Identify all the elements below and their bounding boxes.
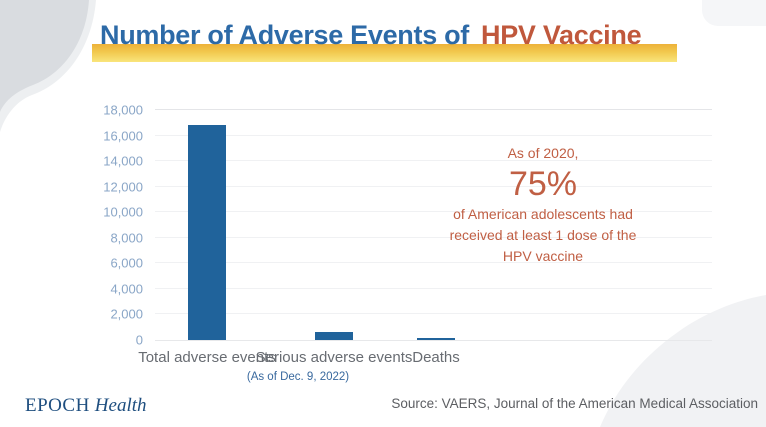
epoch-health-logo: EPOCH Health bbox=[25, 395, 147, 417]
logo-epoch-text: EPOCH bbox=[25, 395, 90, 416]
annotation-intro: As of 2020, bbox=[507, 145, 579, 161]
page-title: Number of Adverse Events of HPV Vaccine bbox=[100, 20, 642, 51]
gridline bbox=[155, 287, 712, 289]
y-axis-tick-label: 8,000 bbox=[110, 230, 143, 246]
bar bbox=[315, 331, 353, 340]
chart-footnote: (As of Dec. 9, 2022) bbox=[246, 371, 350, 383]
y-axis-tick-label: 18,000 bbox=[103, 102, 143, 118]
gridline bbox=[155, 262, 712, 264]
top-left-decoration bbox=[0, 0, 96, 132]
category-label: Deaths bbox=[412, 349, 460, 366]
gridline bbox=[155, 134, 712, 136]
bottom-right-decoration bbox=[600, 295, 766, 427]
annotation-block: As of 2020, 75% of American adolescents … bbox=[428, 143, 658, 267]
y-axis-tick-label: 2,000 bbox=[110, 306, 143, 322]
gridline bbox=[155, 313, 712, 315]
y-axis-tick-label: 10,000 bbox=[103, 204, 143, 220]
y-axis-tick-label: 6,000 bbox=[110, 255, 143, 271]
annotation-stat: 75% bbox=[508, 165, 578, 203]
gridline bbox=[155, 211, 712, 213]
y-axis-tick-label: 12,000 bbox=[103, 179, 143, 195]
source-attribution: Source: VAERS, Journal of the American M… bbox=[391, 396, 758, 411]
y-axis-tick-label: 0 bbox=[135, 332, 143, 348]
gridline bbox=[155, 236, 712, 238]
logo-health-text: Health bbox=[94, 395, 147, 416]
page-title-main: Number of Adverse Events of bbox=[100, 20, 469, 50]
y-axis-tick-label: 4,000 bbox=[110, 281, 143, 297]
gridline bbox=[155, 185, 712, 187]
plot-area: (As of Dec. 9, 2022) 0 2,000 4,000 6,000 8,0… bbox=[103, 103, 712, 383]
category-label: Serious adverse events bbox=[255, 349, 413, 366]
bar bbox=[188, 125, 226, 340]
gridline bbox=[155, 160, 712, 162]
bar bbox=[417, 337, 455, 340]
annotation-line3: HPV vaccine bbox=[502, 248, 584, 264]
title-highlight-band bbox=[92, 44, 677, 62]
category-label: Total adverse events bbox=[138, 349, 276, 366]
y-axis-tick-label: 14,000 bbox=[103, 153, 143, 169]
annotation-line1: of American adolescents had bbox=[453, 206, 633, 222]
y-axis-tick-label: 16,000 bbox=[103, 128, 143, 144]
annotation-line2: received at least 1 dose of the bbox=[449, 227, 637, 243]
top-right-decoration bbox=[702, 0, 766, 26]
gridline bbox=[155, 109, 712, 110]
page-title-accent: HPV Vaccine bbox=[481, 20, 642, 50]
